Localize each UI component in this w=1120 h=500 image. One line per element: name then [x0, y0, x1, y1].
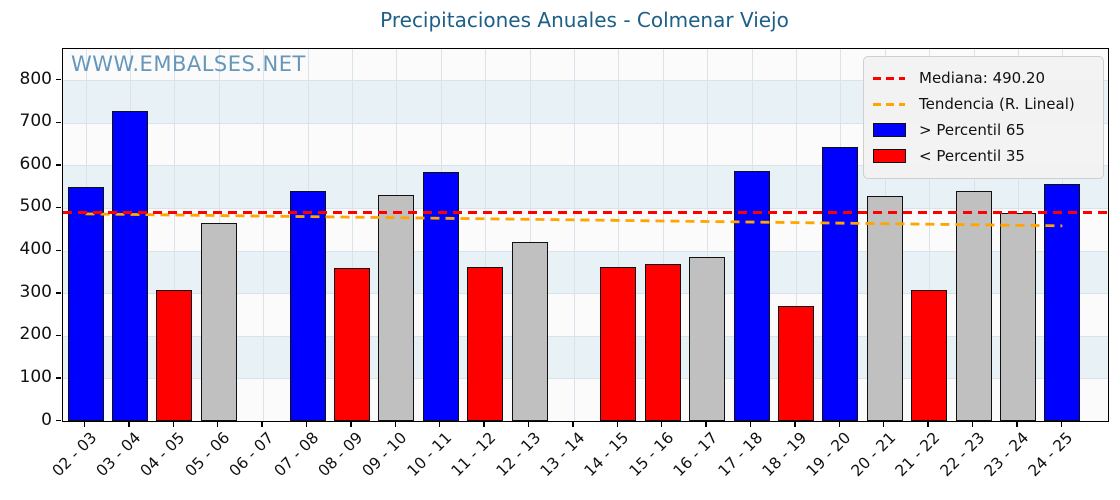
bar-05-06	[200, 223, 237, 421]
trend-dashed-line-swatch	[873, 102, 905, 106]
y-axis-tick-label: 500	[19, 196, 52, 217]
grid-line-vertical	[263, 49, 265, 421]
x-axis-tick	[661, 421, 663, 427]
chart-title: Precipitaciones Anuales - Colmenar Viejo	[380, 8, 789, 32]
x-axis-tick	[971, 421, 974, 427]
grid-line-horizontal	[63, 335, 1108, 337]
x-axis-tick	[172, 421, 174, 427]
grid-line-vertical	[573, 49, 575, 421]
y-axis-tick-label: 200	[19, 324, 52, 345]
bar-09-10	[378, 195, 415, 421]
grid-line-vertical	[795, 49, 797, 421]
x-axis-tick	[572, 421, 574, 427]
grid-line-horizontal	[63, 293, 1108, 295]
percentil65-color-swatch	[873, 123, 906, 137]
y-axis-tick	[56, 249, 61, 251]
grid-line-vertical	[707, 49, 709, 421]
y-axis-tick-label: 600	[19, 153, 52, 174]
x-axis-tick	[527, 421, 530, 427]
grid-line-horizontal	[63, 80, 1108, 82]
percentil35-color-swatch	[873, 149, 906, 163]
y-axis-tick	[56, 334, 61, 337]
bar-20-21	[866, 196, 903, 421]
legend-label-p65: > Percentil 65	[919, 121, 1025, 139]
bar-08-09	[333, 268, 370, 421]
bar-23-24	[999, 212, 1036, 421]
y-axis-tick-label: 100	[19, 366, 52, 387]
chart-legend: Mediana: 490.20 Tendencia (R. Lineal) > …	[863, 56, 1104, 179]
bar-14-15	[600, 267, 637, 421]
legend-label-median: Mediana: 490.20	[919, 69, 1046, 87]
x-axis-tick	[83, 421, 86, 427]
x-axis-tick	[483, 421, 485, 427]
grid-line-horizontal	[63, 207, 1108, 209]
legend-label-trend: Tendencia (R. Lineal)	[919, 95, 1075, 113]
bar-19-20	[822, 147, 859, 421]
x-axis-tick	[705, 421, 707, 427]
grid-line-vertical	[174, 49, 176, 421]
y-axis-tick	[56, 121, 61, 124]
bar-07-08	[289, 191, 326, 421]
x-axis-tick	[794, 421, 796, 427]
grid-line-vertical	[351, 49, 353, 421]
y-axis-tick	[56, 164, 61, 166]
background-band	[63, 250, 1108, 294]
grid-line-horizontal	[63, 165, 1108, 167]
y-axis-tick	[56, 206, 61, 209]
y-axis-tick-label: 800	[19, 68, 52, 89]
bar-16-17	[689, 257, 726, 421]
x-axis-tick	[439, 421, 441, 427]
y-axis-tick-label: 400	[19, 239, 52, 260]
grid-line-vertical	[529, 49, 531, 421]
bar-24-25	[1044, 184, 1081, 421]
y-axis-tick	[56, 377, 61, 379]
y-axis-tick	[56, 420, 61, 422]
bar-12-13	[511, 242, 548, 421]
x-axis-tick	[883, 421, 885, 427]
x-axis-tick	[128, 421, 130, 427]
bar-04-05	[156, 289, 193, 421]
x-axis-tick	[616, 421, 618, 427]
x-axis-tick	[394, 421, 396, 427]
median-dashed-line-swatch	[873, 76, 905, 80]
grid-line-vertical	[929, 49, 931, 421]
legend-row-p65: > Percentil 65	[873, 117, 1093, 143]
x-axis-tick	[217, 421, 219, 427]
legend-label-p35: < Percentil 35	[919, 147, 1025, 165]
x-axis-tick	[305, 421, 308, 427]
grid-line-vertical	[485, 49, 487, 421]
watermark-text: WWW.EMBALSES.NET	[71, 52, 306, 76]
bar-22-23	[955, 190, 992, 421]
grid-line-horizontal	[63, 378, 1108, 380]
x-axis-tick	[1060, 421, 1062, 427]
x-axis-tick	[838, 421, 840, 427]
legend-row-trend: Tendencia (R. Lineal)	[873, 91, 1093, 117]
grid-line-vertical	[662, 49, 664, 421]
trend-line	[85, 212, 1063, 228]
y-axis-tick	[56, 79, 61, 81]
y-axis-tick-label: 0	[41, 409, 52, 430]
y-axis-tick-label: 300	[19, 281, 52, 302]
x-axis-tick	[350, 421, 352, 427]
legend-row-median: Mediana: 490.20	[873, 65, 1093, 91]
y-axis-tick-label: 700	[19, 111, 52, 132]
x-axis-tick	[749, 421, 752, 427]
grid-line-horizontal	[63, 250, 1108, 252]
bar-11-12	[467, 267, 504, 421]
grid-line-vertical	[618, 49, 620, 421]
legend-row-p35: < Percentil 35	[873, 143, 1093, 169]
x-axis-tick	[1016, 421, 1018, 427]
bar-15-16	[644, 263, 681, 421]
x-axis-tick	[927, 421, 929, 427]
y-axis-tick	[56, 292, 61, 294]
bar-21-22	[911, 289, 948, 421]
median-line	[63, 210, 1108, 214]
bar-10-11	[422, 172, 459, 421]
bar-18-19	[777, 305, 814, 421]
bar-03-04	[111, 110, 148, 421]
grid-line-horizontal	[63, 122, 1108, 124]
bar-02-03	[67, 187, 104, 421]
x-axis-tick	[261, 421, 263, 427]
